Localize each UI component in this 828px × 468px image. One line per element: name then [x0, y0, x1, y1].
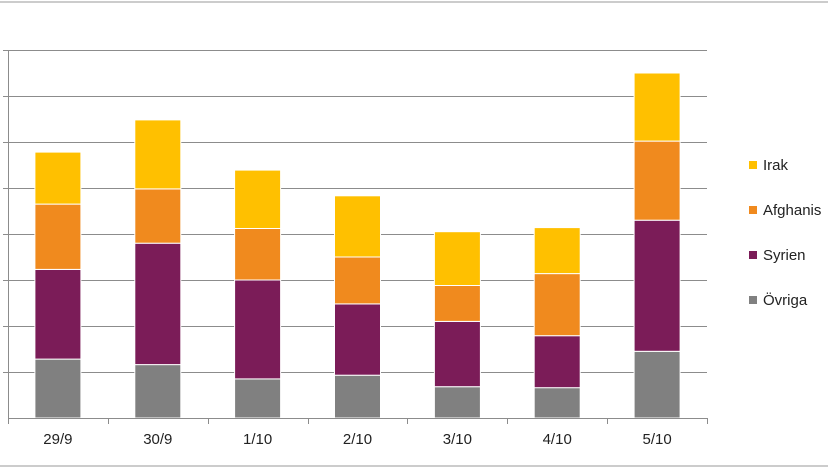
legend-label-irak: Irak [763, 157, 789, 174]
x-tick-labels: 29/9 30/9 1/10 2/10 3/10 4/10 5/10 [43, 431, 671, 448]
bar-segment-afghanis-4-10 [533, 273, 581, 337]
bar-segment-syrien-1-10 [234, 279, 282, 380]
x-tick-label: 30/9 [143, 431, 172, 448]
axes [3, 50, 708, 424]
x-tick-label: 29/9 [43, 431, 72, 448]
bar-segment-afghanis-29-9 [34, 203, 82, 270]
bar-segment-ovriga-4-10 [533, 387, 581, 419]
x-tick-label: 3/10 [443, 431, 472, 448]
bar-segment-afghanis-3-10 [433, 285, 481, 322]
x-tick-label: 2/10 [343, 431, 372, 448]
bar-segment-irak-3-10 [433, 231, 481, 286]
legend: Irak Afghanis Syrien Övriga [749, 157, 821, 309]
bar-segment-ovriga-29-9 [34, 358, 82, 419]
bar-segment-ovriga-1-10 [234, 378, 282, 419]
legend-label-afghanis: Afghanis [763, 202, 821, 219]
legend-swatch-ovriga [749, 296, 757, 304]
bar-segment-syrien-4-10 [533, 335, 581, 389]
bar-segment-ovriga-30-9 [134, 364, 182, 419]
bar-segment-irak-29-9 [34, 151, 82, 205]
bar-segment-irak-4-10 [533, 227, 581, 275]
bar-segment-ovriga-3-10 [433, 386, 481, 419]
bar-segment-irak-1-10 [234, 169, 282, 230]
legend-swatch-syrien [749, 251, 757, 259]
bar-segment-ovriga-2-10 [334, 374, 381, 419]
bar-segment-afghanis-30-9 [134, 188, 182, 244]
x-tick-label: 5/10 [642, 431, 671, 448]
bar-segment-irak-30-9 [134, 119, 182, 190]
bar-segment-ovriga-5-10 [633, 350, 681, 419]
x-tick-label: 1/10 [243, 431, 272, 448]
legend-label-ovriga: Övriga [763, 291, 808, 309]
bar-segment-afghanis-5-10 [633, 140, 681, 221]
x-tick-label: 4/10 [543, 431, 572, 448]
bar-segment-irak-2-10 [334, 195, 381, 258]
bars [34, 72, 681, 419]
legend-swatch-afghanis [749, 206, 757, 214]
bar-segment-irak-5-10 [633, 72, 681, 142]
bar-segment-syrien-3-10 [433, 320, 481, 388]
bar-segment-syrien-5-10 [633, 219, 681, 352]
bar-segment-syrien-2-10 [334, 303, 381, 376]
bar-segment-afghanis-2-10 [334, 256, 381, 305]
legend-label-syrien: Syrien [763, 247, 806, 264]
legend-swatch-irak [749, 161, 757, 169]
bar-segment-syrien-29-9 [34, 268, 82, 360]
bar-segment-afghanis-1-10 [234, 228, 282, 281]
bar-segment-syrien-30-9 [134, 242, 182, 366]
